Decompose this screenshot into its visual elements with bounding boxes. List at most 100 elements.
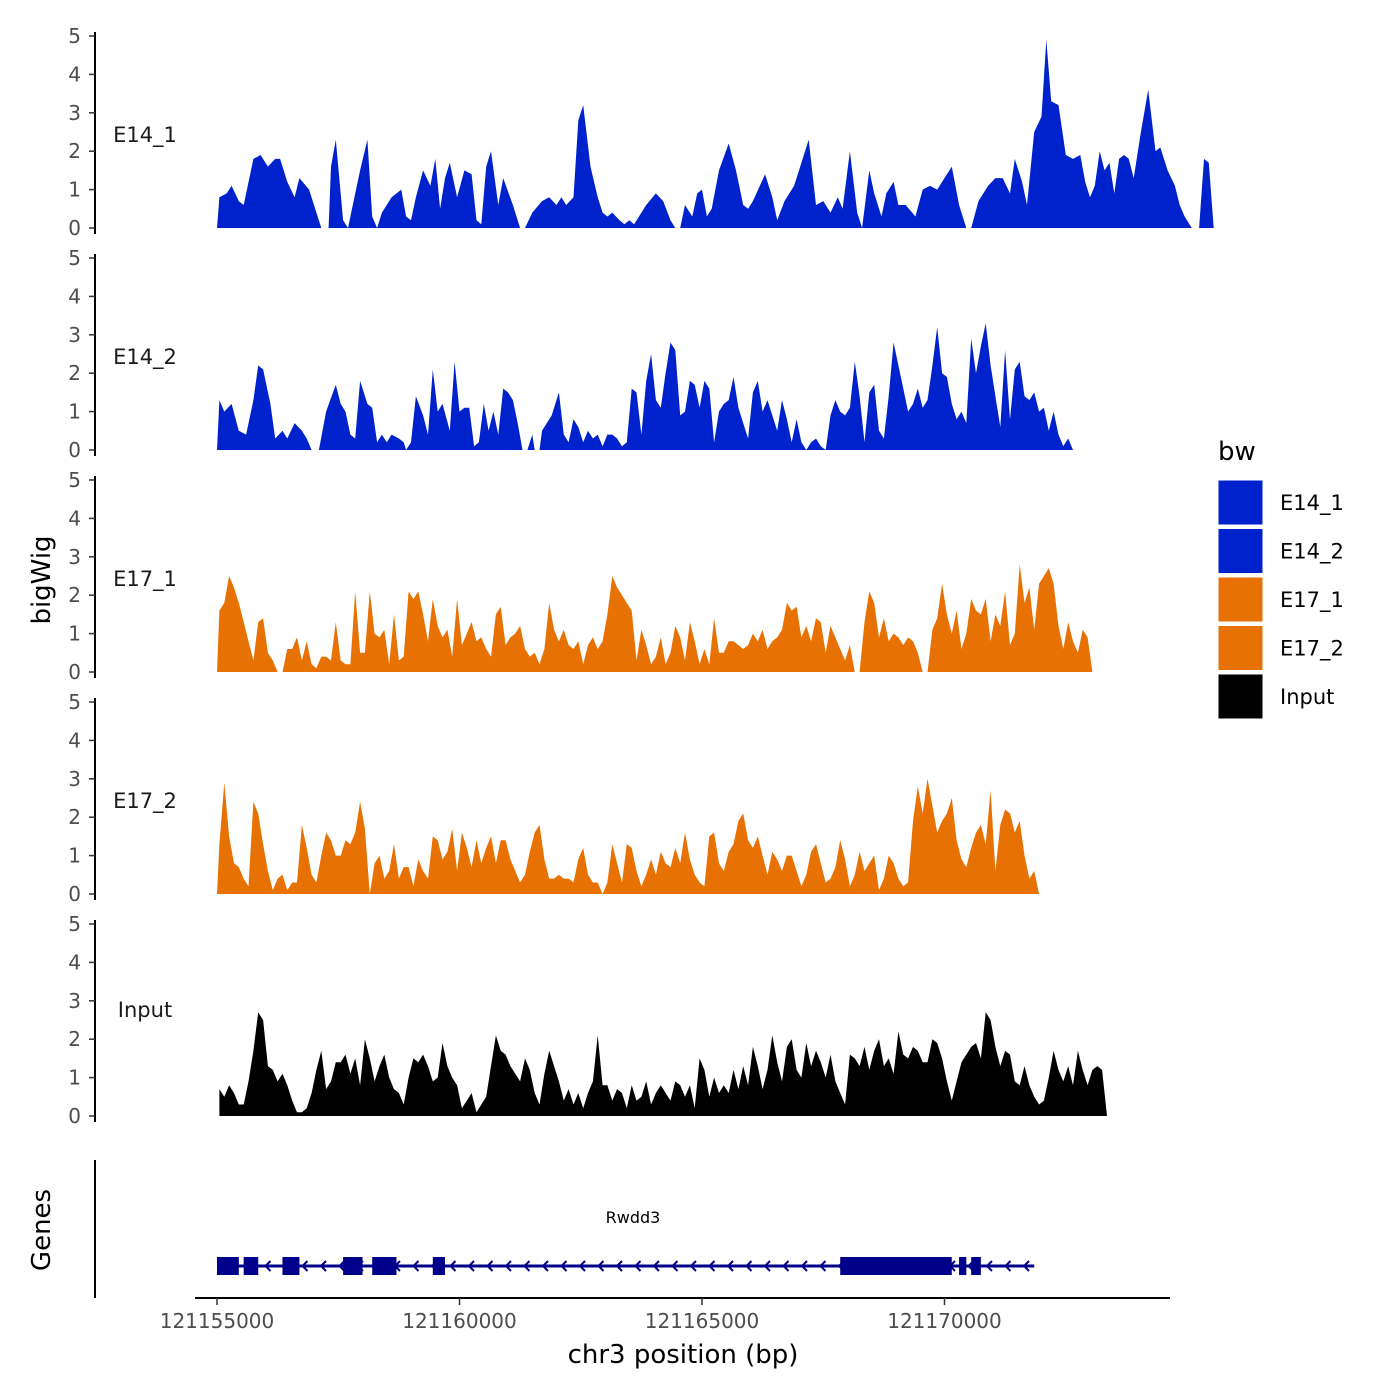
strand-arrow [467,1260,475,1272]
y-tick-label: 0 [68,882,81,906]
strand-arrow [671,1260,679,1272]
y-tick-label: 5 [68,246,81,270]
strand-arrow [319,1260,327,1272]
y-tick-label: 1 [68,844,81,868]
coverage-area [217,323,1073,450]
track-E14_2: 0 1 2 3 4 5 E14_2 [68,246,1073,462]
strand-arrow [486,1260,494,1272]
strand-arrow [301,1260,309,1272]
gene-exon [343,1257,363,1275]
y-tick-label: 5 [68,468,81,492]
y-tick-label: 3 [68,767,81,791]
y-tick-label: 4 [68,62,81,86]
legend-swatch-E17_2 [1217,625,1264,671]
y-axis-title: bigWig [27,535,57,624]
x-tick-label: 121170000 [887,1309,1002,1333]
strand-arrow [523,1260,531,1272]
y-tick-label: 5 [68,912,81,936]
y-tick-label: 1 [68,178,81,202]
y-tick-label: 2 [68,1027,81,1051]
y-tick-label: 0 [68,216,81,240]
y-tick-label: 2 [68,139,81,163]
x-tick-label: 121160000 [402,1309,517,1333]
track-label: E14_2 [113,345,177,370]
y-tick-label: 1 [68,1066,81,1090]
legend-label-E17_1: E17_1 [1280,588,1344,613]
y-tick-label: 0 [68,438,81,462]
gene-exon [840,1257,952,1275]
legend-label-E17_2: E17_2 [1280,637,1344,662]
track-Input: 0 1 2 3 4 5 Input [68,912,1107,1128]
y-tick-label: 0 [68,1104,81,1128]
legend-title: bw [1218,437,1256,467]
track-label: Input [118,998,172,1022]
coverage-area [217,778,1040,894]
y-tick-label: 0 [68,660,81,684]
y-tick-label: 5 [68,690,81,714]
strand-arrow [504,1260,512,1272]
y-tick-label: 3 [68,101,81,125]
strand-arrow [985,1260,993,1272]
bigwig-tracks: 0 1 2 3 4 5 E14_1 0 1 2 3 4 5 E14_2 0 1 2 3 4 5 E17_1 0 1 2 3 4 5 E… [68,24,1214,1128]
track-label: E17_2 [113,789,177,814]
strand-arrow [1022,1260,1030,1272]
x-axis-title: chr3 position (bp) [568,1340,799,1370]
strand-arrow [1004,1260,1012,1272]
gene-exon [243,1257,259,1275]
gene-exon [372,1257,397,1275]
gene-exon [971,1257,981,1275]
strand-arrow [578,1260,586,1272]
strand-arrow [819,1260,827,1272]
legend-swatch-E14_2 [1217,528,1264,574]
y-tick-label: 5 [68,24,81,48]
y-tick-label: 2 [68,805,81,829]
strand-arrow [652,1260,660,1272]
coverage-area [219,1012,1107,1116]
legend: bw E14_1 E14_2 E17_1 E17_2 Input [1217,437,1344,720]
gene-panel: Rwdd3 [94,1160,1035,1298]
legend-swatch-Input [1217,673,1264,720]
y-tick-label: 1 [68,400,81,424]
y-tick-label: 2 [68,583,81,607]
y-tick-label: 4 [68,506,81,530]
x-tick-label: 121155000 [160,1309,275,1333]
strand-arrow [634,1260,642,1272]
strand-arrow [541,1260,549,1272]
y-tick-label: 2 [68,361,81,385]
gene-exon [959,1257,967,1275]
legend-swatch-E14_1 [1217,479,1264,526]
y-tick-label: 1 [68,622,81,646]
strand-arrow [763,1260,771,1272]
strand-arrow [726,1260,734,1272]
y-tick-label: 3 [68,545,81,569]
strand-arrow [264,1260,272,1272]
strand-arrow [689,1260,697,1272]
legend-label-E14_2: E14_2 [1280,540,1344,565]
strand-arrow [782,1260,790,1272]
strand-arrow [745,1260,753,1272]
y-tick-label: 3 [68,323,81,347]
gene-exon [282,1257,300,1275]
track-E17_1: 0 1 2 3 4 5 E17_1 [68,468,1093,684]
strand-arrow [615,1260,623,1272]
y-tick-label: 4 [68,284,81,308]
track-label: E17_1 [113,567,177,592]
track-E14_1: 0 1 2 3 4 5 E14_1 [68,24,1214,240]
legend-label-Input: Input [1280,685,1334,709]
gene-exon [432,1257,445,1275]
coverage-area [217,564,1093,672]
gene-name-label: Rwdd3 [606,1208,661,1227]
strand-arrow [800,1260,808,1272]
track-E17_2: 0 1 2 3 4 5 E17_2 [68,690,1040,906]
y-tick-label: 4 [68,950,81,974]
x-axis: 121155000 121160000 121165000 121170000 [160,1297,1170,1333]
strand-arrow [560,1260,568,1272]
coverage-area [217,39,1214,228]
legend-label-E14_1: E14_1 [1280,491,1344,516]
strand-arrow [338,1260,346,1272]
genes-panel-title: Genes [27,1189,57,1271]
y-tick-label: 4 [68,728,81,752]
track-label: E14_1 [113,123,177,148]
gene-exon [217,1257,239,1275]
